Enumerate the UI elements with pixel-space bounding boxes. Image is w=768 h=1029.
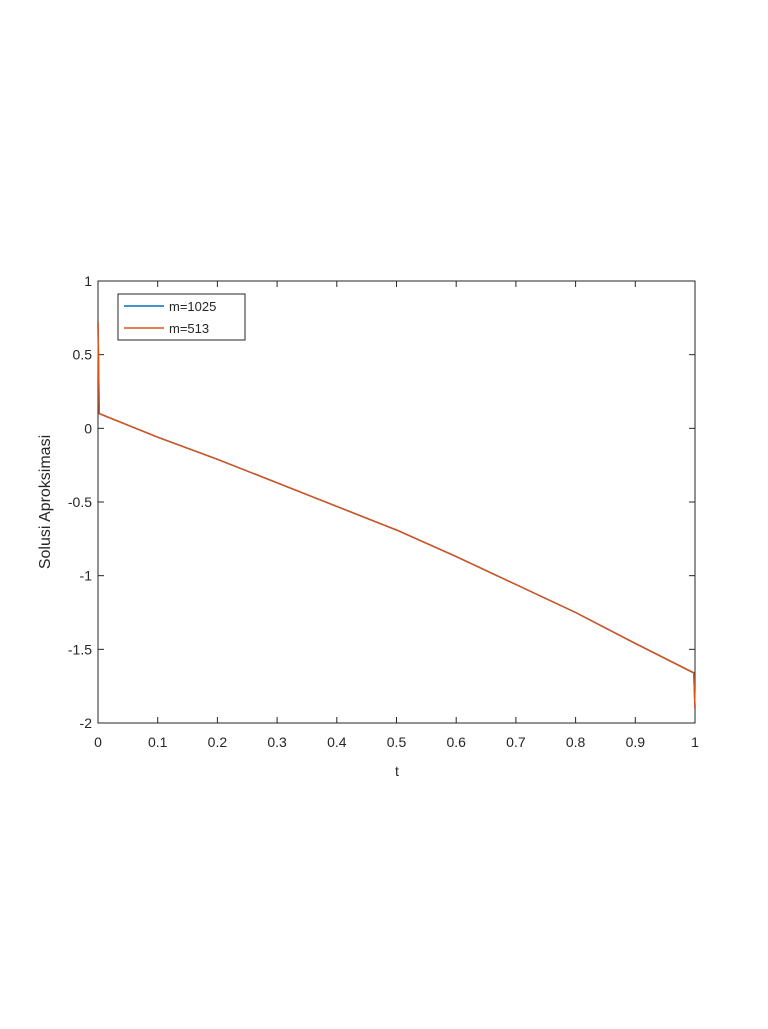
x-tick-label: 0.5 [387, 734, 407, 750]
legend-label: m=1025 [169, 299, 216, 314]
x-tick-label: 0.6 [446, 734, 466, 750]
legend-box [117, 293, 246, 341]
y-tick-label: -2 [80, 715, 93, 731]
y-tick-label: 1 [84, 273, 92, 289]
x-tick-label: 0 [94, 734, 102, 750]
x-tick-label: 0.4 [327, 734, 347, 750]
y-tick-label: -1.5 [68, 641, 92, 657]
series-line [97, 322, 696, 709]
x-tick-label: 1 [691, 734, 699, 750]
x-axis-label: t [395, 763, 399, 779]
x-tick-label: 0.2 [208, 734, 228, 750]
y-tick-label: -0.5 [68, 494, 92, 510]
y-tick-label: 0 [84, 420, 92, 436]
y-tick-label: -1 [80, 568, 93, 584]
x-tick-label: 0.7 [506, 734, 526, 750]
x-tick-label: 0.1 [148, 734, 168, 750]
x-tick-label: 0.3 [267, 734, 287, 750]
y-tick-label: 0.5 [73, 347, 93, 363]
y-axis-label: Solusi Aproksimasi [37, 435, 54, 569]
legend-label: m=513 [169, 321, 209, 336]
x-tick-label: 0.8 [566, 734, 586, 750]
x-tick-label: 0.9 [626, 734, 646, 750]
plot-area [97, 280, 696, 724]
